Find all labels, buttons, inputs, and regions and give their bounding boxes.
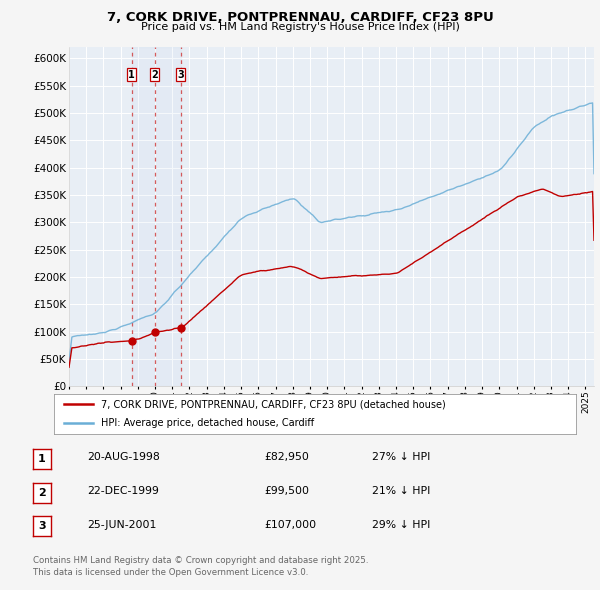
Text: 29% ↓ HPI: 29% ↓ HPI xyxy=(372,520,430,529)
Text: Price paid vs. HM Land Registry's House Price Index (HPI): Price paid vs. HM Land Registry's House … xyxy=(140,22,460,32)
Text: 1: 1 xyxy=(128,70,135,80)
Text: Contains HM Land Registry data © Crown copyright and database right 2025.
This d: Contains HM Land Registry data © Crown c… xyxy=(33,556,368,576)
Text: 7, CORK DRIVE, PONTPRENNAU, CARDIFF, CF23 8PU: 7, CORK DRIVE, PONTPRENNAU, CARDIFF, CF2… xyxy=(107,11,493,24)
Text: 21% ↓ HPI: 21% ↓ HPI xyxy=(372,486,430,496)
Text: £82,950: £82,950 xyxy=(264,453,309,462)
Text: 27% ↓ HPI: 27% ↓ HPI xyxy=(372,453,430,462)
Text: 1: 1 xyxy=(38,454,46,464)
Text: 20-AUG-1998: 20-AUG-1998 xyxy=(87,453,160,462)
Text: £99,500: £99,500 xyxy=(264,486,309,496)
Text: 25-JUN-2001: 25-JUN-2001 xyxy=(87,520,157,529)
Text: 3: 3 xyxy=(177,70,184,80)
Text: 2: 2 xyxy=(151,70,158,80)
Text: 3: 3 xyxy=(38,522,46,531)
Text: HPI: Average price, detached house, Cardiff: HPI: Average price, detached house, Card… xyxy=(101,418,314,428)
Text: 2: 2 xyxy=(38,488,46,497)
Text: £107,000: £107,000 xyxy=(264,520,316,529)
Text: 7, CORK DRIVE, PONTPRENNAU, CARDIFF, CF23 8PU (detached house): 7, CORK DRIVE, PONTPRENNAU, CARDIFF, CF2… xyxy=(101,399,446,409)
Text: 22-DEC-1999: 22-DEC-1999 xyxy=(87,486,159,496)
Bar xyxy=(131,47,181,386)
